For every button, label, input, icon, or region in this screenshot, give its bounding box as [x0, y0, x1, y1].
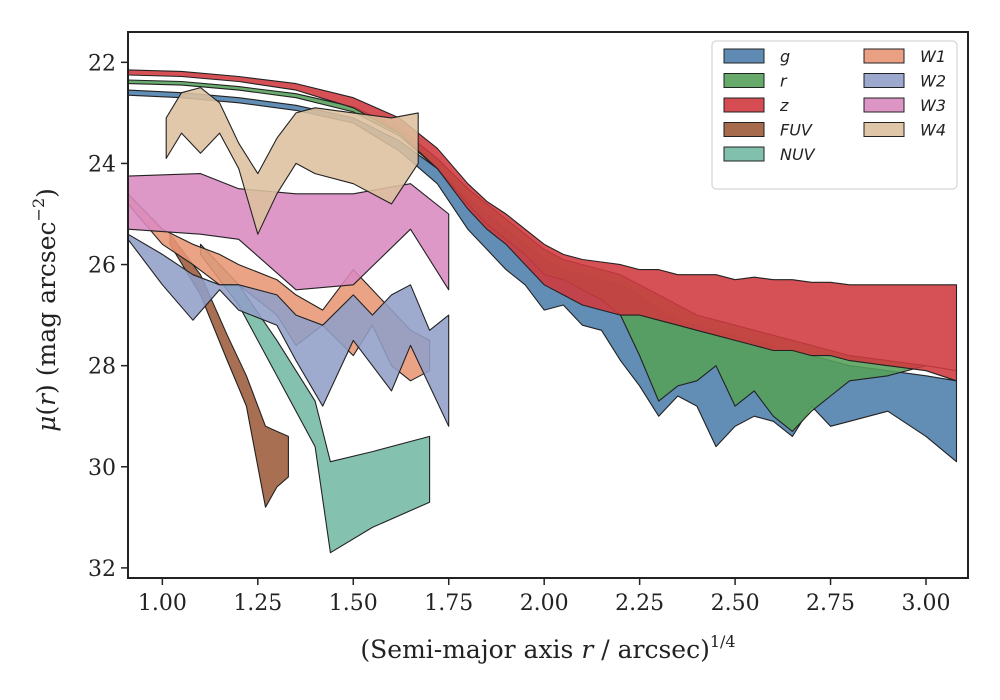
x-axis-title: (Semi-major axis r / arcsec)1/4 — [360, 632, 735, 664]
legend-item-w2: W2 — [863, 72, 946, 91]
band-z — [127, 69, 958, 382]
y-tick-label: 26 — [88, 254, 116, 279]
band-fuv — [169, 233, 289, 508]
legend-item-fuv: FUV — [723, 121, 813, 140]
legend-label: FUV — [780, 121, 813, 140]
legend-label: r — [780, 72, 788, 91]
y-tick-label: 24 — [88, 152, 116, 177]
y-tick-label: 28 — [88, 355, 116, 380]
y-tick-label: 22 — [88, 51, 116, 76]
x-tick-label: 1.50 — [329, 591, 378, 616]
legend-swatch — [723, 146, 765, 162]
y-tick-label: 30 — [88, 456, 116, 481]
y-axis: 22 24 26 28 30 32 — [88, 51, 128, 582]
x-tick-label: 1.25 — [233, 591, 282, 616]
legend-item-w1: W1 — [863, 47, 946, 66]
x-tick-label: 3.00 — [902, 591, 951, 616]
legend-label: g — [780, 47, 790, 66]
x-tick-label: 2.25 — [615, 591, 664, 616]
legend-item-nuv: NUV — [723, 145, 816, 164]
x-tick-label: 2.75 — [806, 591, 855, 616]
band-nuv — [199, 243, 431, 554]
x-tick-label: 1.00 — [138, 591, 187, 616]
plot-frame — [127, 31, 969, 579]
legend-label: W1 — [920, 47, 946, 66]
legend-label: W3 — [920, 96, 946, 115]
legend-swatch — [863, 73, 905, 88]
y-tick-label: 32 — [88, 557, 116, 582]
legend-item-w4: W4 — [863, 121, 946, 140]
legend-item-z: z — [723, 96, 789, 115]
legend-swatch — [863, 122, 905, 137]
legend-swatch — [863, 97, 905, 113]
legend-swatch — [863, 48, 905, 64]
plot-area — [127, 69, 958, 554]
legend-swatch — [723, 48, 765, 64]
x-tick-label: 2.00 — [520, 591, 569, 616]
x-axis: 1.00 1.25 1.50 1.75 2.00 2.25 2.50 2.75 3.00 — [138, 578, 951, 616]
legend-label: W4 — [920, 121, 946, 140]
legend-label: NUV — [780, 145, 816, 164]
x-tick-label: 1.75 — [424, 591, 473, 616]
legend-swatch — [723, 73, 765, 88]
legend-item-g: g — [723, 47, 790, 66]
legend-item-w3: W3 — [863, 96, 946, 115]
legend-label: z — [779, 96, 789, 115]
legend: grz FUV NUV W1 W2 W3 W4 — [711, 40, 958, 190]
legend-swatch — [723, 122, 765, 137]
legend-swatch — [723, 97, 765, 113]
x-tick-label: 2.50 — [711, 591, 760, 616]
band-w2 — [127, 233, 450, 427]
y-axis-title: μ(r) (mag arcsec−2) — [29, 188, 61, 432]
band-w4 — [165, 87, 419, 235]
legend-label: W2 — [920, 72, 946, 91]
legend-item-r: r — [723, 72, 788, 91]
